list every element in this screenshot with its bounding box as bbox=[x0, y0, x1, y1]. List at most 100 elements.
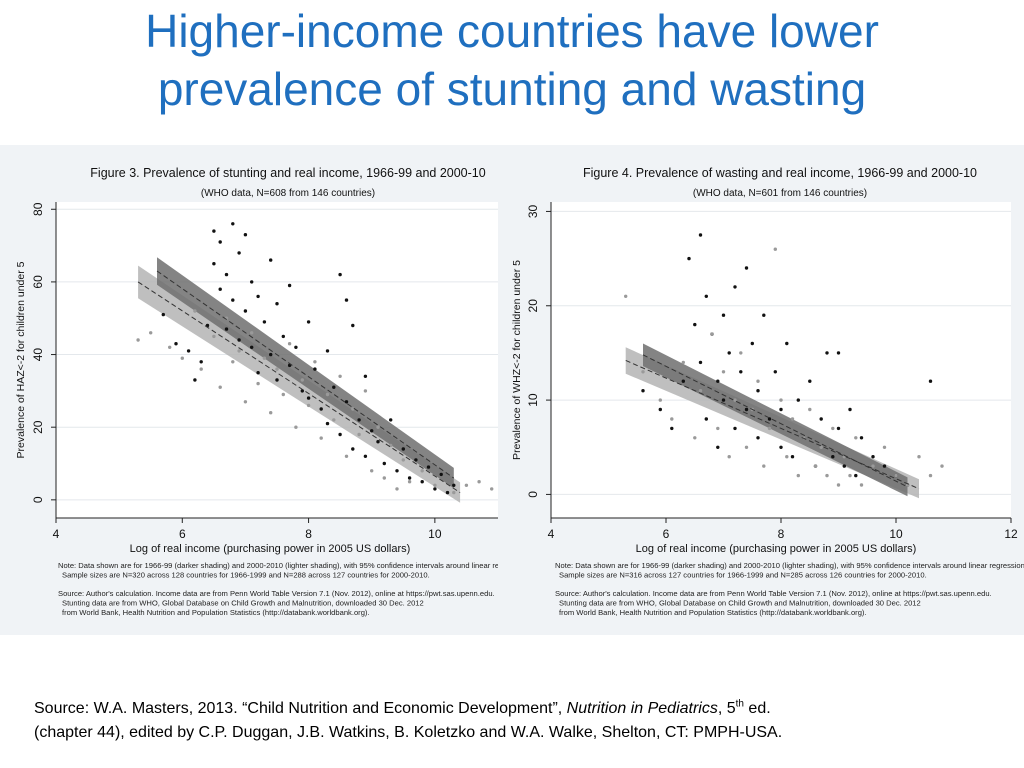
data-point-1966-99 bbox=[414, 458, 418, 462]
data-point-1966-99 bbox=[294, 345, 298, 349]
data-point-1966-99 bbox=[344, 298, 349, 302]
x-axis-label: Log of real income (purchasing power in … bbox=[130, 543, 411, 555]
data-point-2000-10 bbox=[382, 476, 386, 480]
data-point-2000-10 bbox=[401, 458, 405, 462]
data-point-2000-10 bbox=[658, 398, 662, 402]
data-point-1966-99 bbox=[281, 334, 285, 339]
data-point-1966-99 bbox=[836, 426, 841, 431]
y-axis-label: Prevalence of WHZ<-2 for children under … bbox=[511, 260, 523, 460]
data-point-1966-99 bbox=[928, 379, 933, 383]
data-point-2000-10 bbox=[332, 418, 336, 422]
ci-band-1966-99 bbox=[157, 257, 454, 489]
slide-title-line1: Higher-income countries have lower bbox=[145, 5, 879, 57]
data-point-2000-10 bbox=[218, 385, 222, 389]
data-point-1966-99 bbox=[363, 454, 368, 458]
data-point-1966-99 bbox=[796, 398, 800, 402]
y-axis-label: Prevalence of HAZ<-2 for children under … bbox=[15, 261, 27, 458]
x-tick-label: 8 bbox=[778, 527, 785, 541]
data-point-2000-10 bbox=[376, 425, 380, 429]
data-point-2000-10 bbox=[773, 247, 777, 251]
x-tick-label: 10 bbox=[889, 527, 903, 541]
chart-title: Figure 4. Prevalence of wasting and real… bbox=[583, 166, 977, 180]
data-point-1966-99 bbox=[681, 379, 685, 383]
x-axis-label: Log of real income (purchasing power in … bbox=[636, 543, 917, 555]
data-point-1966-99 bbox=[243, 233, 248, 237]
data-point-2000-10 bbox=[256, 381, 260, 386]
data-point-1966-99 bbox=[808, 379, 812, 383]
chart-note: from World Bank, Health Nutrition and Po… bbox=[62, 608, 370, 617]
data-point-1966-99 bbox=[243, 309, 248, 313]
chart-note: Sample sizes are N=320 across 128 countr… bbox=[62, 571, 430, 580]
data-point-1966-99 bbox=[773, 370, 777, 374]
data-point-2000-10 bbox=[698, 389, 703, 393]
data-point-2000-10 bbox=[739, 351, 743, 355]
source-edition: , 5 bbox=[717, 700, 736, 717]
data-point-1966-99 bbox=[739, 370, 743, 374]
data-point-2000-10 bbox=[808, 407, 812, 412]
chart-subtitle: (WHO data, N=601 from 146 countries) bbox=[693, 188, 867, 199]
data-point-1966-99 bbox=[779, 407, 783, 412]
data-point-2000-10 bbox=[262, 356, 267, 360]
data-point-1966-99 bbox=[756, 436, 760, 440]
data-point-1966-99 bbox=[704, 417, 708, 421]
data-point-1966-99 bbox=[716, 445, 720, 449]
data-point-1966-99 bbox=[193, 378, 197, 382]
slide-title: Higher-income countries have lower preva… bbox=[0, 2, 1024, 118]
data-point-1966-99 bbox=[733, 426, 737, 431]
data-point-2000-10 bbox=[716, 426, 720, 431]
data-point-1966-99 bbox=[306, 320, 311, 324]
data-point-2000-10 bbox=[464, 483, 469, 487]
fit-line-1966-99 bbox=[156, 270, 455, 479]
data-point-2000-10 bbox=[727, 455, 731, 459]
data-point-1966-99 bbox=[882, 464, 887, 468]
fit-line-1966-99 bbox=[642, 354, 908, 488]
slide-title-line2: prevalence of stunting and wasting bbox=[157, 63, 867, 115]
chart-note: Stunting data are from WHO, Global Datab… bbox=[62, 599, 424, 608]
data-point-1966-99 bbox=[212, 262, 216, 266]
data-point-1966-99 bbox=[727, 351, 731, 355]
data-point-2000-10 bbox=[624, 294, 628, 298]
source-line1: Source: W.A. Masters, 2013. “Child Nutri… bbox=[34, 697, 994, 721]
source-line2: (chapter 44), edited by C.P. Duggan, J.B… bbox=[34, 724, 783, 741]
data-point-2000-10 bbox=[733, 398, 737, 402]
ci-band-1966-99 bbox=[643, 343, 908, 497]
data-point-2000-10 bbox=[325, 392, 330, 397]
data-point-1966-99 bbox=[445, 490, 450, 495]
data-point-2000-10 bbox=[319, 436, 323, 440]
data-point-2000-10 bbox=[199, 367, 203, 371]
data-point-2000-10 bbox=[168, 345, 172, 349]
data-point-2000-10 bbox=[275, 367, 279, 371]
data-point-1966-99 bbox=[363, 374, 368, 378]
y-tick-label: 0 bbox=[526, 491, 540, 498]
data-point-1966-99 bbox=[275, 378, 279, 382]
source-journal: Nutrition in Pediatrics bbox=[566, 700, 718, 717]
data-point-2000-10 bbox=[490, 487, 494, 491]
data-point-1966-99 bbox=[790, 455, 795, 459]
data-point-1966-99 bbox=[670, 426, 674, 431]
data-point-1966-99 bbox=[325, 421, 330, 426]
data-point-1966-99 bbox=[287, 283, 292, 288]
data-point-1966-99 bbox=[344, 400, 349, 404]
data-point-2000-10 bbox=[744, 445, 749, 449]
data-point-1966-99 bbox=[859, 436, 864, 440]
data-point-1966-99 bbox=[269, 352, 273, 357]
data-point-2000-10 bbox=[180, 356, 184, 360]
data-point-1966-99 bbox=[756, 389, 760, 393]
data-point-2000-10 bbox=[681, 360, 685, 365]
data-point-2000-10 bbox=[357, 432, 361, 437]
x-tick-label: 8 bbox=[305, 527, 312, 541]
data-point-2000-10 bbox=[693, 436, 697, 440]
data-point-1966-99 bbox=[224, 272, 229, 277]
data-point-1966-99 bbox=[658, 407, 662, 412]
data-point-1966-99 bbox=[721, 398, 726, 402]
data-point-1966-99 bbox=[426, 465, 431, 469]
data-point-2000-10 bbox=[871, 464, 875, 468]
plot-area bbox=[551, 202, 1011, 518]
chart-note: Note: Data shown are for 1966-99 (darker… bbox=[58, 561, 498, 570]
chart-note: Source: Author's calculation. Income dat… bbox=[58, 589, 495, 598]
data-point-1966-99 bbox=[237, 251, 241, 255]
y-tick-label: 40 bbox=[31, 348, 45, 362]
data-point-1966-99 bbox=[831, 455, 835, 459]
data-point-2000-10 bbox=[193, 309, 197, 313]
figure-3-panel: Figure 3. Prevalence of stunting and rea… bbox=[0, 145, 498, 635]
